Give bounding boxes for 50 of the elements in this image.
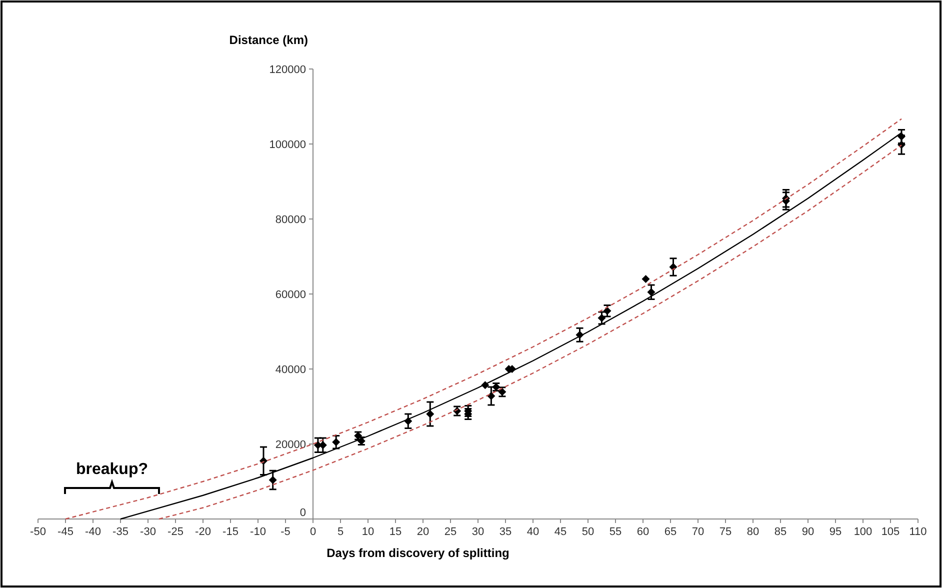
point <box>268 476 277 484</box>
point <box>598 314 606 322</box>
x-tick-label: -5 <box>280 526 290 538</box>
point <box>647 288 656 296</box>
x-tick-label: 50 <box>582 526 594 538</box>
annotation: breakup? <box>76 461 148 478</box>
y-tick-label: 60000 <box>275 289 306 301</box>
x-tick-label: 100 <box>854 526 872 538</box>
x-tick-label: 30 <box>472 526 484 538</box>
x-tick-label: 5 <box>337 526 344 538</box>
y-tick-label: 40000 <box>275 364 306 376</box>
x-tick-label: 55 <box>609 526 622 538</box>
point <box>898 140 906 149</box>
point <box>332 438 340 446</box>
x-tick-label: -50 <box>30 526 46 538</box>
x-tick-label: 25 <box>444 526 457 538</box>
x-tick-label: -40 <box>85 526 101 538</box>
point <box>426 410 434 418</box>
x-tick-label: 65 <box>664 526 677 538</box>
x-tick-label: 95 <box>829 526 842 538</box>
x-tick-label: 0 <box>310 526 316 538</box>
x-tick-label: 90 <box>802 526 814 538</box>
x-tick-label: 110 <box>909 526 927 538</box>
y-axis-title: Distance (km) <box>229 33 308 47</box>
x-tick-label: 85 <box>774 526 787 538</box>
y-tick-label: 100000 <box>269 139 306 151</box>
x-tick-label: -30 <box>140 526 156 538</box>
x-tick-label: -45 <box>58 526 74 538</box>
x-tick-label: -35 <box>112 526 128 538</box>
x-tick-label: 10 <box>362 526 374 538</box>
x-tick-label: -25 <box>168 526 184 538</box>
x-tick-label: -20 <box>195 526 211 538</box>
x-tick-label: 75 <box>719 526 732 538</box>
x-tick-label: 45 <box>554 526 567 538</box>
x-axis-title: Days from discovery of splitting <box>326 546 510 560</box>
y-tick-label: 0 <box>300 507 306 519</box>
x-tick-label: 20 <box>416 526 430 538</box>
x-tick-label: 80 <box>746 526 760 538</box>
y-tick-label: 20000 <box>275 439 306 451</box>
x-tick-label: -15 <box>222 526 238 538</box>
y-tick-label: 80000 <box>275 214 306 226</box>
x-tick-label: 15 <box>389 526 402 538</box>
x-tick-label: 70 <box>692 526 704 538</box>
point <box>642 275 650 283</box>
x-tick-label: 35 <box>499 526 512 538</box>
x-tick-label: 40 <box>526 526 540 538</box>
x-tick-label: 60 <box>636 526 650 538</box>
x-tick-label: 105 <box>881 526 900 538</box>
x-tick-label: -10 <box>250 526 266 538</box>
y-tick-label: 120000 <box>269 64 306 76</box>
